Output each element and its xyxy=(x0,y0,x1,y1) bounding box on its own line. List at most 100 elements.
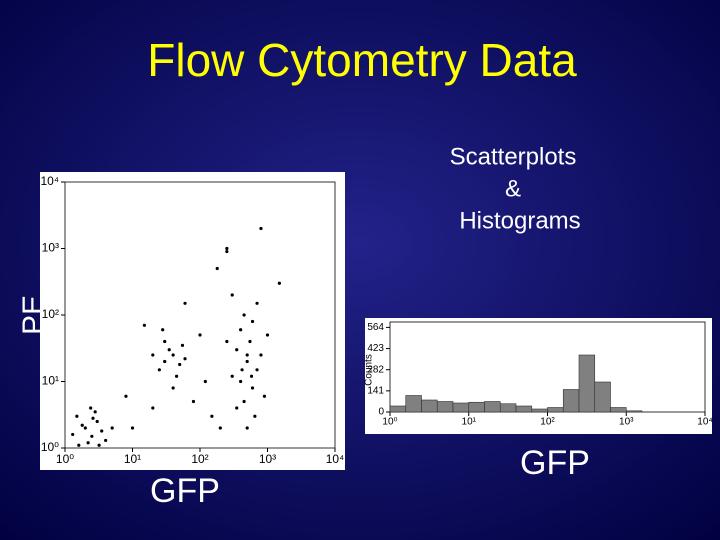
point xyxy=(183,357,187,361)
point xyxy=(83,426,87,430)
y-axis-label: Counts xyxy=(364,354,375,386)
histogram-bar xyxy=(468,401,485,413)
point xyxy=(262,394,267,398)
histogram-bar xyxy=(421,399,438,413)
point xyxy=(230,293,234,297)
histogram-bar xyxy=(625,410,643,413)
y-tick-label: 10² xyxy=(42,307,59,321)
y-tick-label: 10⁴ xyxy=(40,174,59,188)
histogram-panel xyxy=(365,318,712,434)
point xyxy=(71,432,75,437)
y-tick-label: 10⁰ xyxy=(41,440,59,454)
point xyxy=(255,301,259,305)
point xyxy=(242,399,246,404)
point xyxy=(77,443,81,447)
histogram-bar xyxy=(484,401,501,413)
point xyxy=(90,434,94,438)
point xyxy=(242,313,246,317)
point xyxy=(95,419,99,424)
point xyxy=(245,353,249,357)
y-tick-label: 282 xyxy=(367,364,384,375)
y-tick-label: 10¹ xyxy=(42,374,59,388)
point xyxy=(174,374,179,378)
x-tick-label: 10⁰ xyxy=(382,417,397,428)
point xyxy=(86,441,90,445)
point xyxy=(157,368,161,372)
point xyxy=(255,368,259,372)
point xyxy=(110,426,114,430)
point xyxy=(178,362,182,367)
point xyxy=(225,246,229,251)
x-tick-label: 10³ xyxy=(619,417,634,428)
point xyxy=(240,368,244,372)
point xyxy=(163,359,167,364)
point xyxy=(249,374,254,378)
note-line: Histograms xyxy=(459,207,580,234)
point xyxy=(239,379,243,384)
point xyxy=(80,423,84,427)
slide-title: Flow Cytometry Data xyxy=(147,34,577,86)
histogram-bar xyxy=(610,407,627,413)
x-tick-label: 10² xyxy=(540,417,555,428)
histogram-bar xyxy=(594,381,611,413)
histogram-bar xyxy=(499,403,517,413)
point xyxy=(253,414,257,418)
point xyxy=(230,374,234,378)
point xyxy=(277,281,281,285)
point xyxy=(265,333,270,337)
point xyxy=(245,359,249,364)
histogram-bar xyxy=(531,408,548,413)
point xyxy=(100,429,104,433)
y-tick-label: 10³ xyxy=(42,241,59,255)
histogram-bar xyxy=(578,354,596,413)
x-tick-label: 10⁰ xyxy=(56,452,74,466)
note-line: Scatterplots xyxy=(450,143,577,170)
point xyxy=(75,414,79,418)
point xyxy=(161,328,165,332)
point xyxy=(250,386,255,390)
point xyxy=(180,343,185,347)
point xyxy=(163,339,167,344)
point xyxy=(171,386,175,390)
y-tick-label: 564 xyxy=(367,322,384,333)
note-line: & xyxy=(505,175,521,202)
y-axis-label: PE xyxy=(17,295,50,335)
x-tick-label: 10² xyxy=(191,452,208,466)
x-tick-label: 10¹ xyxy=(462,417,477,428)
x-tick-label: 10⁴ xyxy=(697,417,712,428)
point xyxy=(171,353,175,357)
point xyxy=(142,323,146,327)
point xyxy=(130,426,135,430)
point xyxy=(225,249,229,254)
histogram-bar xyxy=(389,405,407,413)
point xyxy=(191,399,196,404)
histogram-bar xyxy=(547,407,564,413)
point xyxy=(151,353,155,357)
point xyxy=(183,301,187,305)
x-axis-label: GFP xyxy=(150,472,220,510)
point xyxy=(259,226,263,231)
histogram-bar xyxy=(436,401,454,413)
point xyxy=(245,426,249,430)
point xyxy=(104,438,108,443)
point xyxy=(218,426,222,430)
y-tick-label: 423 xyxy=(367,343,384,354)
point xyxy=(93,410,97,414)
y-tick-label: 141 xyxy=(367,385,384,396)
point xyxy=(235,406,239,410)
point xyxy=(235,348,239,352)
histogram-bar xyxy=(562,389,580,413)
point xyxy=(259,353,263,357)
point xyxy=(225,339,229,344)
x-tick-label: 10¹ xyxy=(124,452,141,466)
y-tick-label: 0 xyxy=(378,407,384,418)
scatter-panel xyxy=(40,172,345,470)
point xyxy=(151,406,155,410)
histogram-bar xyxy=(405,395,422,413)
x-axis-label: GFP xyxy=(520,444,590,482)
point xyxy=(97,443,101,447)
point xyxy=(124,394,128,398)
point xyxy=(210,414,214,418)
x-tick-label: 10⁴ xyxy=(326,452,345,466)
